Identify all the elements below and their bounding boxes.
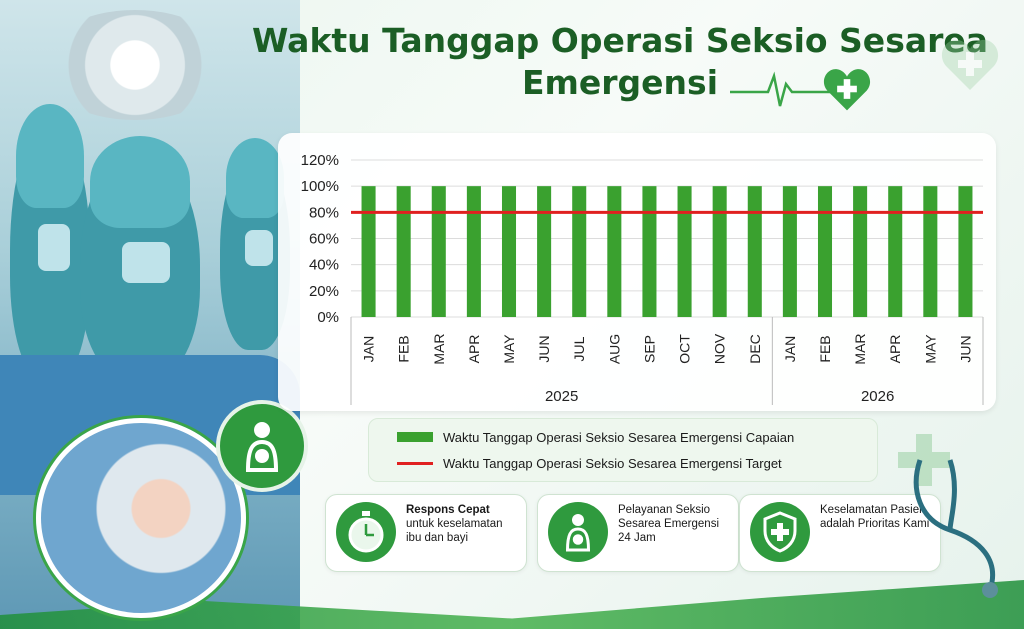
bar	[572, 186, 587, 317]
page-title: Waktu Tanggap Operasi Seksio Sesarea Eme…	[251, 21, 989, 102]
bar	[888, 186, 903, 317]
card-text: Keselamatan Pasien adalah Prioritas Kami	[820, 503, 935, 531]
x-tick-label: JUN	[536, 335, 552, 362]
heart-plus-icon	[823, 69, 871, 111]
x-tick-label: MAR	[431, 333, 447, 364]
legend-bar-label: Waktu Tanggap Operasi Seksio Sesarea Eme…	[443, 429, 795, 445]
mother-baby-icon	[216, 400, 308, 492]
x-tick-label: JAN	[782, 336, 798, 362]
bar	[466, 186, 481, 317]
year-group-label: 2026	[861, 388, 894, 405]
bar	[607, 186, 622, 317]
stethoscope-icon	[913, 459, 998, 598]
x-tick-label: MAY	[922, 334, 938, 364]
info-card-rapid-response: Respons Cepat untuk keselamatan ibu dan …	[325, 494, 527, 572]
x-tick-label: SEP	[641, 335, 657, 363]
bar	[923, 186, 938, 317]
chart-panel: 0% 20% 40% 60% 80% 100% 120% JAN FEB MAR APR MAY JUN…	[278, 133, 996, 411]
legend-line-label: Waktu Tanggap Operasi Seksio Sesarea Eme…	[443, 455, 782, 471]
x-tick-label: APR	[466, 335, 482, 364]
heart-plus-icon	[941, 39, 999, 90]
card-title: Keselamatan Pasien adalah Prioritas Kami	[820, 504, 930, 530]
card-text: Respons Cepat untuk keselamatan ibu dan …	[406, 503, 521, 545]
y-tick-label: 20%	[309, 283, 339, 300]
x-tick-label: MAR	[852, 333, 868, 364]
legend-line-swatch	[397, 461, 433, 465]
y-tick-label: 40%	[309, 257, 339, 274]
surgeon-figure	[10, 104, 90, 380]
year-group-label: 2025	[545, 388, 578, 405]
medical-cross-icon	[898, 434, 950, 486]
newborn-photo	[36, 418, 246, 618]
ekg-line-icon	[730, 71, 840, 107]
bar-chart: 0% 20% 40% 60% 80% 100% 120% JAN FEB MAR APR MAY JUN…	[301, 152, 984, 405]
x-tick-label: MAY	[501, 334, 517, 364]
x-tick-label: OCT	[677, 334, 693, 364]
bar	[853, 186, 868, 317]
x-tick-label: JUN	[957, 335, 973, 362]
chart-legend: Waktu Tanggap Operasi Seksio Sesarea Eme…	[368, 418, 878, 482]
card-title: Respons Cepat	[406, 504, 490, 516]
y-tick-label: 100%	[301, 178, 339, 195]
bar	[712, 186, 727, 317]
x-tick-label: AUG	[606, 334, 622, 364]
bar	[817, 186, 833, 317]
x-tick-label: DEC	[747, 334, 763, 364]
legend-item-line: Waktu Tanggap Operasi Seksio Sesarea Eme…	[397, 453, 782, 473]
bar	[677, 186, 692, 317]
bar	[642, 186, 657, 317]
info-card-patient-safety: Keselamatan Pasien adalah Prioritas Kami	[739, 494, 941, 572]
mother-baby-icon	[548, 502, 608, 562]
x-tick-label: APR	[887, 335, 903, 364]
legend-bar-swatch	[397, 432, 433, 442]
x-tick-label: FEB	[817, 335, 833, 362]
x-tick-label: NOV	[712, 333, 728, 364]
surgical-lamp-icon	[40, 10, 230, 120]
card-body: untuk keselamatan ibu dan bayi	[406, 518, 503, 544]
bar	[501, 186, 517, 317]
bar	[747, 186, 762, 317]
x-tick-label: FEB	[396, 335, 412, 362]
bar	[361, 186, 376, 317]
bar	[782, 186, 797, 317]
y-tick-label: 120%	[301, 152, 339, 169]
bar	[958, 186, 973, 317]
bar	[537, 186, 552, 317]
x-tick-label: JAN	[361, 336, 377, 362]
y-tick-label: 80%	[309, 204, 339, 221]
info-card-24h-service: Pelayanan Seksio Sesarea Emergensi 24 Ja…	[537, 494, 739, 572]
surgeon-figure	[80, 136, 200, 380]
bar	[396, 186, 411, 317]
card-text: Pelayanan Seksio Sesarea Emergensi 24 Ja…	[618, 503, 733, 545]
shield-cross-icon	[750, 502, 810, 562]
stopwatch-icon	[336, 502, 396, 562]
y-tick-label: 0%	[317, 309, 339, 326]
x-tick-label: JUL	[571, 336, 587, 361]
card-title: Pelayanan Seksio Sesarea Emergensi 24 Ja…	[618, 504, 719, 544]
y-tick-label: 60%	[309, 231, 339, 248]
legend-item-bar: Waktu Tanggap Operasi Seksio Sesarea Eme…	[397, 427, 794, 447]
bar	[431, 186, 446, 317]
